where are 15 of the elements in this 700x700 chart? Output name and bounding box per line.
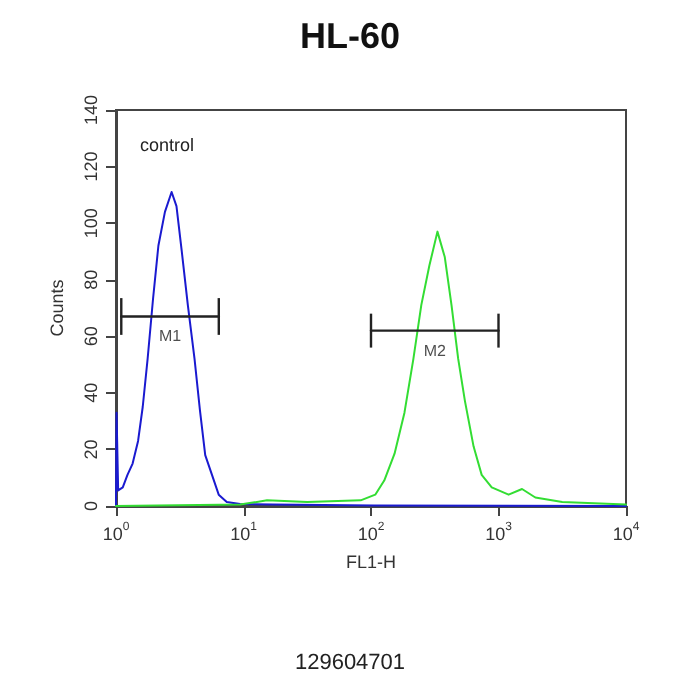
y-tick-label: 40 <box>81 382 101 403</box>
y-tick-label: 20 <box>81 439 101 460</box>
annotation: control <box>140 135 195 155</box>
x-axis-title: FL1-H <box>345 551 397 572</box>
y-tick-label: 0 <box>81 500 101 512</box>
y-axis-title: Counts <box>47 278 68 337</box>
y-tick-label: 80 <box>81 269 101 290</box>
y-tick-label: 100 <box>81 208 101 239</box>
chart-title: HL-60 <box>299 16 401 56</box>
series-label: M2 <box>423 341 447 360</box>
y-tick-label: 120 <box>81 151 101 182</box>
y-tick-label: 140 <box>81 94 101 126</box>
y-tick-label: 60 <box>81 326 101 347</box>
series-label: M1 <box>158 327 183 346</box>
text: 129604701 <box>294 651 406 675</box>
